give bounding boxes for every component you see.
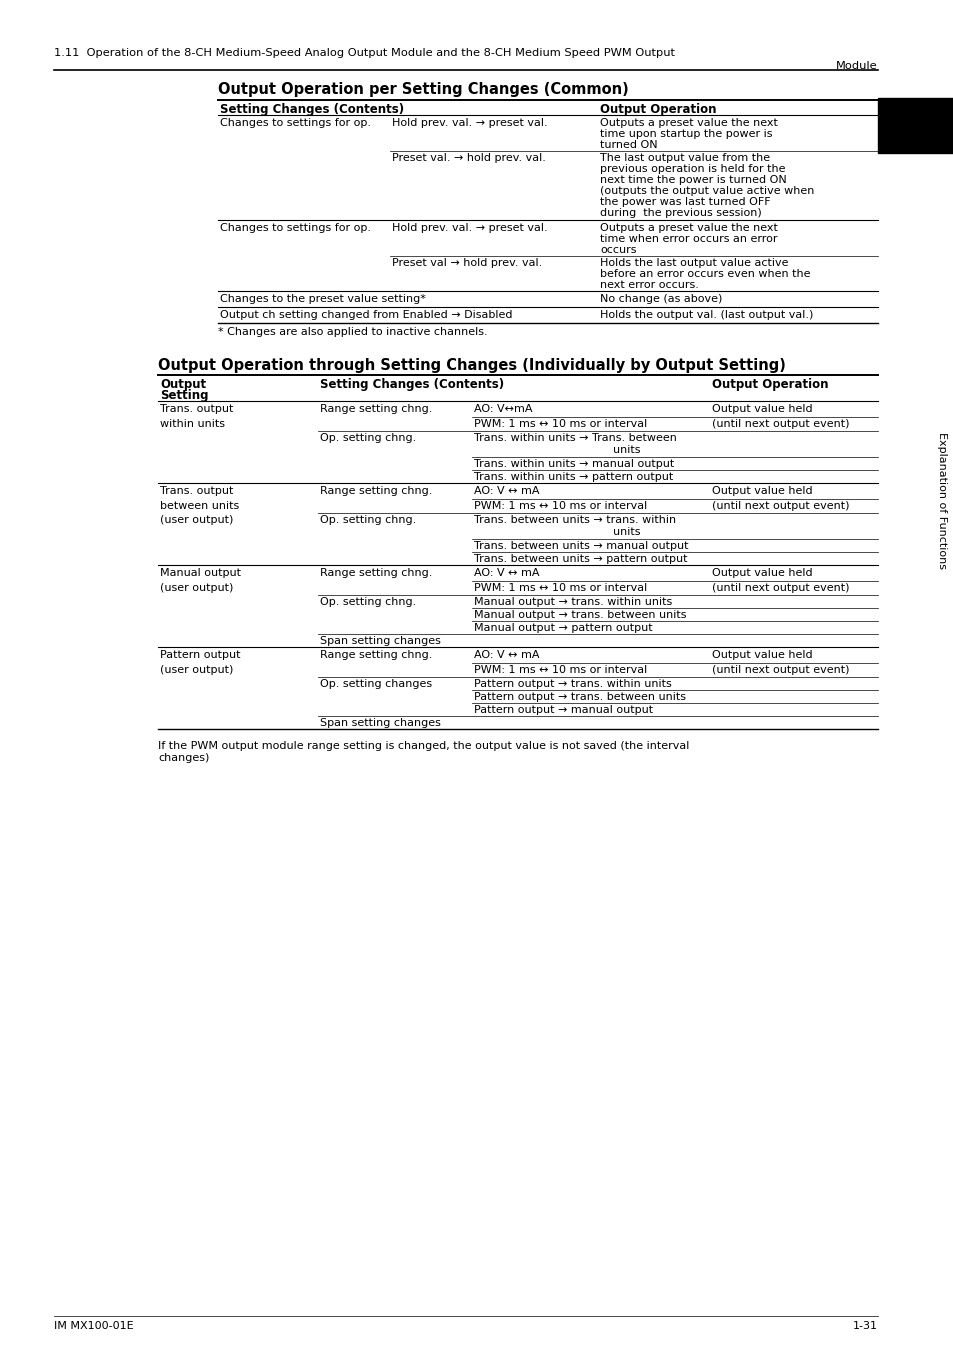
Text: AO: V ↔ mA: AO: V ↔ mA — [474, 649, 539, 660]
Text: PWM: 1 ms ↔ 10 ms or interval: PWM: 1 ms ↔ 10 ms or interval — [474, 501, 646, 512]
Text: Manual output: Manual output — [160, 568, 241, 578]
Text: units: units — [613, 526, 640, 537]
Text: AO: V ↔ mA: AO: V ↔ mA — [474, 486, 539, 495]
Text: Output Operation: Output Operation — [599, 103, 716, 116]
Text: Range setting chng.: Range setting chng. — [319, 649, 432, 660]
Text: (until next output event): (until next output event) — [711, 501, 848, 512]
Text: PWM: 1 ms ↔ 10 ms or interval: PWM: 1 ms ↔ 10 ms or interval — [474, 583, 646, 593]
Text: (outputs the output value active when: (outputs the output value active when — [599, 186, 814, 196]
Text: Trans. output: Trans. output — [160, 486, 233, 495]
Text: within units: within units — [160, 418, 225, 429]
Text: If the PWM output module range setting is changed, the output value is not saved: If the PWM output module range setting i… — [158, 741, 689, 751]
Text: (user output): (user output) — [160, 583, 233, 593]
Text: Op. setting chng.: Op. setting chng. — [319, 514, 416, 525]
Text: occurs: occurs — [599, 244, 636, 255]
Text: Output value held: Output value held — [711, 404, 812, 414]
Text: Pattern output: Pattern output — [160, 649, 240, 660]
Text: before an error occurs even when the: before an error occurs even when the — [599, 269, 810, 279]
Text: * Changes are also applied to inactive channels.: * Changes are also applied to inactive c… — [218, 327, 487, 338]
Bar — [877, 99, 953, 153]
Text: Preset val. → hold prev. val.: Preset val. → hold prev. val. — [392, 153, 545, 163]
Text: IM MX100-01E: IM MX100-01E — [54, 1322, 133, 1331]
Text: Setting Changes (Contents): Setting Changes (Contents) — [319, 378, 503, 392]
Text: AO: V ↔ mA: AO: V ↔ mA — [474, 568, 539, 578]
Text: Changes to settings for op.: Changes to settings for op. — [220, 117, 371, 128]
Text: Pattern output → trans. between units: Pattern output → trans. between units — [474, 693, 685, 702]
Text: previous operation is held for the: previous operation is held for the — [599, 163, 784, 174]
Text: Op. setting chng.: Op. setting chng. — [319, 597, 416, 608]
Text: units: units — [613, 446, 640, 455]
Text: during  the previous session): during the previous session) — [599, 208, 760, 217]
Text: Changes to settings for op.: Changes to settings for op. — [220, 223, 371, 234]
Text: AO: V↔mA: AO: V↔mA — [474, 404, 532, 414]
Text: The last output value from the: The last output value from the — [599, 153, 769, 163]
Text: Pattern output → trans. within units: Pattern output → trans. within units — [474, 679, 671, 688]
Text: Trans. output: Trans. output — [160, 404, 233, 414]
Text: Hold prev. val. → preset val.: Hold prev. val. → preset val. — [392, 117, 547, 128]
Text: (user output): (user output) — [160, 666, 233, 675]
Text: turned ON: turned ON — [599, 140, 657, 150]
Text: Manual output → pattern output: Manual output → pattern output — [474, 622, 652, 633]
Text: PWM: 1 ms ↔ 10 ms or interval: PWM: 1 ms ↔ 10 ms or interval — [474, 666, 646, 675]
Text: 1: 1 — [904, 107, 925, 135]
Text: next time the power is turned ON: next time the power is turned ON — [599, 176, 786, 185]
Text: Op. setting changes: Op. setting changes — [319, 679, 432, 688]
Text: Holds the output val. (last output val.): Holds the output val. (last output val.) — [599, 310, 813, 320]
Text: Holds the last output value active: Holds the last output value active — [599, 258, 788, 269]
Text: Trans. within units → pattern output: Trans. within units → pattern output — [474, 472, 673, 482]
Text: the power was last turned OFF: the power was last turned OFF — [599, 197, 770, 207]
Text: Output ch setting changed from Enabled → Disabled: Output ch setting changed from Enabled →… — [220, 310, 512, 320]
Text: Setting: Setting — [160, 389, 209, 402]
Text: Range setting chng.: Range setting chng. — [319, 404, 432, 414]
Text: (user output): (user output) — [160, 514, 233, 525]
Text: Output: Output — [160, 378, 206, 392]
Text: Range setting chng.: Range setting chng. — [319, 568, 432, 578]
Text: Outputs a preset value the next: Outputs a preset value the next — [599, 117, 777, 128]
Text: Op. setting chng.: Op. setting chng. — [319, 433, 416, 443]
Text: Output Operation through Setting Changes (Individually by Output Setting): Output Operation through Setting Changes… — [158, 358, 785, 373]
Text: Span setting changes: Span setting changes — [319, 718, 440, 728]
Text: Output Operation: Output Operation — [711, 378, 827, 392]
Text: Range setting chng.: Range setting chng. — [319, 486, 432, 495]
Text: Trans. within units → Trans. between: Trans. within units → Trans. between — [474, 433, 677, 443]
Text: Output value held: Output value held — [711, 486, 812, 495]
Text: time when error occurs an error: time when error occurs an error — [599, 234, 777, 244]
Text: Outputs a preset value the next: Outputs a preset value the next — [599, 223, 777, 234]
Text: Preset val → hold prev. val.: Preset val → hold prev. val. — [392, 258, 541, 269]
Text: Output Operation per Setting Changes (Common): Output Operation per Setting Changes (Co… — [218, 82, 628, 97]
Text: (until next output event): (until next output event) — [711, 666, 848, 675]
Text: next error occurs.: next error occurs. — [599, 279, 699, 290]
Text: Trans. between units → trans. within: Trans. between units → trans. within — [474, 514, 676, 525]
Text: Hold prev. val. → preset val.: Hold prev. val. → preset val. — [392, 223, 547, 234]
Text: Trans. between units → pattern output: Trans. between units → pattern output — [474, 554, 687, 564]
Text: Trans. between units → manual output: Trans. between units → manual output — [474, 541, 688, 551]
Text: Pattern output → manual output: Pattern output → manual output — [474, 705, 653, 716]
Text: Module: Module — [836, 61, 877, 72]
Text: Setting Changes (Contents): Setting Changes (Contents) — [220, 103, 404, 116]
Text: Manual output → trans. between units: Manual output → trans. between units — [474, 610, 686, 620]
Text: between units: between units — [160, 501, 239, 512]
Text: (until next output event): (until next output event) — [711, 418, 848, 429]
Text: Explanation of Functions: Explanation of Functions — [936, 432, 946, 568]
Text: Output value held: Output value held — [711, 649, 812, 660]
Text: Trans. within units → manual output: Trans. within units → manual output — [474, 459, 674, 468]
Text: 1.11  Operation of the 8-CH Medium-Speed Analog Output Module and the 8-CH Mediu: 1.11 Operation of the 8-CH Medium-Speed … — [54, 49, 675, 58]
Text: PWM: 1 ms ↔ 10 ms or interval: PWM: 1 ms ↔ 10 ms or interval — [474, 418, 646, 429]
Text: (until next output event): (until next output event) — [711, 583, 848, 593]
Text: No change (as above): No change (as above) — [599, 294, 721, 304]
Text: changes): changes) — [158, 753, 209, 763]
Text: Span setting changes: Span setting changes — [319, 636, 440, 647]
Text: Changes to the preset value setting*: Changes to the preset value setting* — [220, 294, 425, 304]
Text: time upon startup the power is: time upon startup the power is — [599, 130, 772, 139]
Text: 1-31: 1-31 — [852, 1322, 877, 1331]
Text: Manual output → trans. within units: Manual output → trans. within units — [474, 597, 672, 608]
Text: Output value held: Output value held — [711, 568, 812, 578]
